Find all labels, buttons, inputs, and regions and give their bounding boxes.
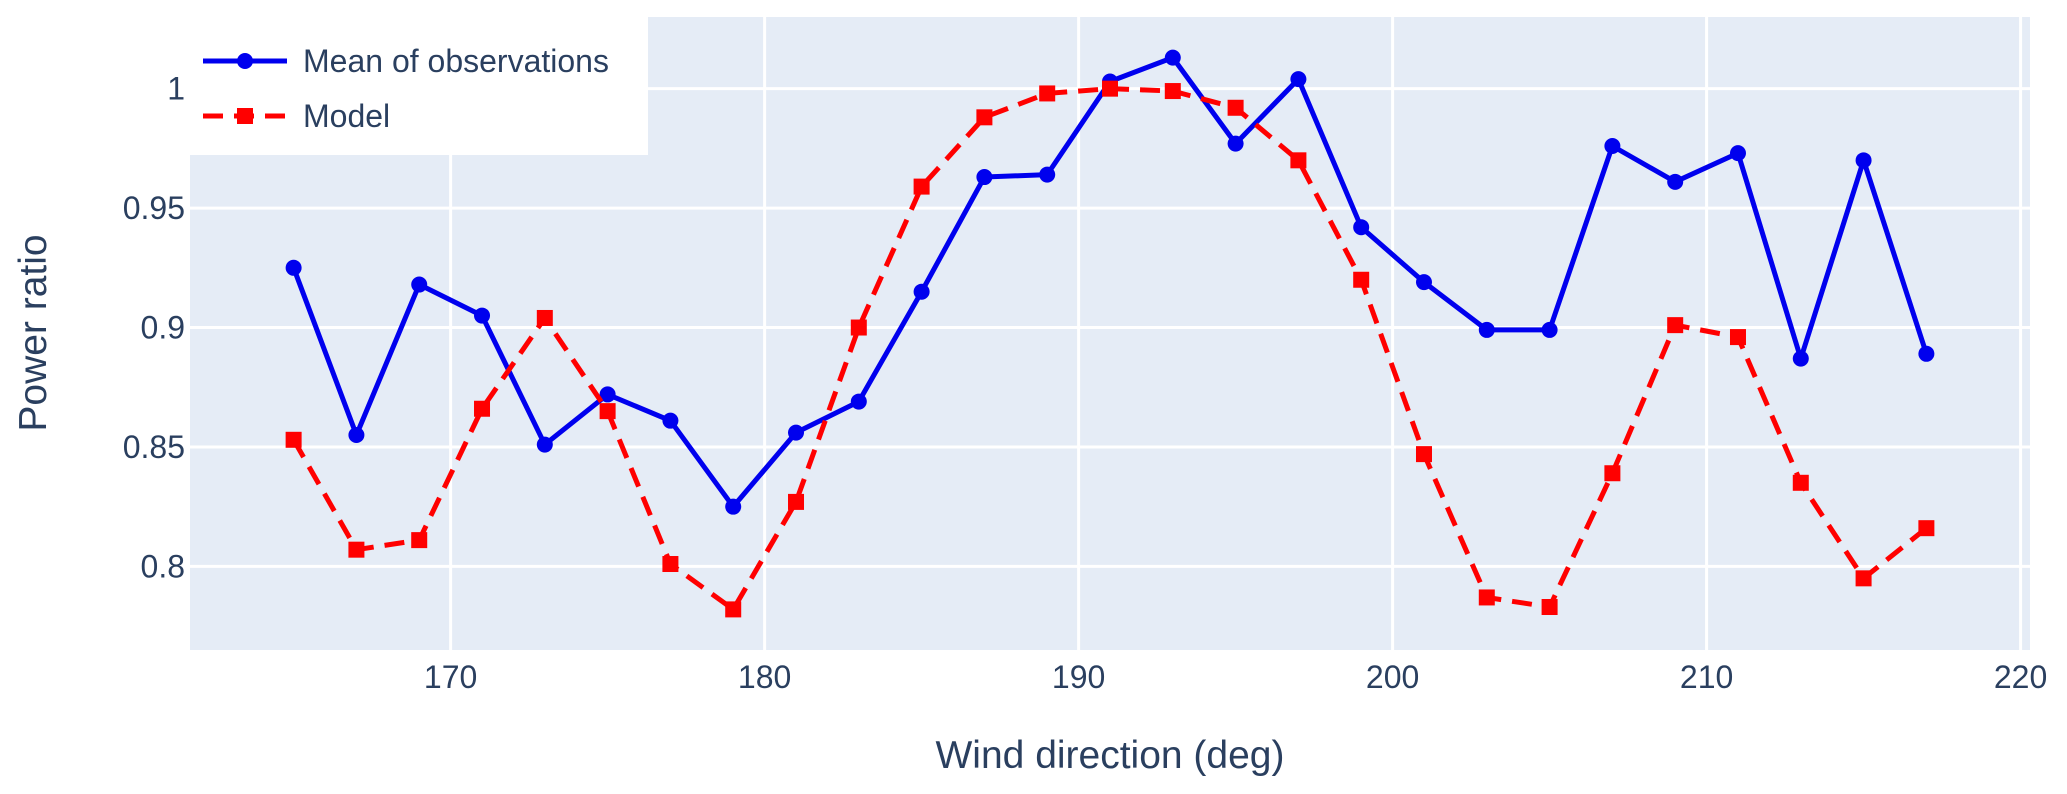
x-axis-title: Wind direction (deg) <box>936 734 1285 777</box>
x-tick-label: 210 <box>1680 659 1733 695</box>
series-group <box>285 49 1935 618</box>
data-point <box>725 601 742 618</box>
data-point <box>913 178 930 195</box>
legend-label: Mean of observations <box>303 43 609 79</box>
data-point <box>913 283 930 300</box>
data-point <box>850 393 867 410</box>
data-point <box>1604 137 1621 154</box>
x-tick-label: 170 <box>424 659 477 695</box>
x-tick-label: 200 <box>1366 659 1419 695</box>
data-point <box>599 386 616 403</box>
data-point <box>474 307 491 324</box>
data-point <box>1667 173 1684 190</box>
data-point <box>1415 274 1432 291</box>
data-point <box>474 400 491 417</box>
data-point <box>1729 329 1746 346</box>
data-point <box>662 412 679 429</box>
data-point <box>1353 271 1370 288</box>
data-point <box>348 427 365 444</box>
data-point <box>788 424 805 441</box>
data-point <box>1227 99 1244 116</box>
x-tick-labels: 170 180 190 200 210 220 <box>424 659 2047 695</box>
y-tick-label: 0.8 <box>141 548 185 584</box>
series-1 <box>285 80 1935 618</box>
data-point <box>285 431 302 448</box>
data-point <box>788 493 805 510</box>
legend-item: Mean of observations <box>203 43 609 79</box>
data-point <box>1541 599 1558 616</box>
data-point <box>1855 570 1872 587</box>
y-tick-labels: 0.8 0.85 0.9 0.95 1 <box>123 71 185 585</box>
data-point <box>1918 345 1935 362</box>
data-point <box>411 276 428 293</box>
data-point <box>1729 145 1746 162</box>
data-point <box>1227 135 1244 152</box>
data-point <box>285 259 302 276</box>
data-point <box>348 541 365 558</box>
legend-marker <box>237 108 253 124</box>
x-tick-label: 180 <box>738 659 791 695</box>
legend-marker <box>237 53 253 69</box>
y-tick-label: 0.95 <box>123 190 185 226</box>
data-point <box>976 109 993 126</box>
x-tick-label: 190 <box>1052 659 1105 695</box>
legend-label: Model <box>303 98 390 134</box>
data-point <box>1039 166 1056 183</box>
data-point <box>1792 350 1809 367</box>
y-tick-label: 0.9 <box>141 310 185 346</box>
data-point <box>1918 520 1935 537</box>
y-axis-title: Power ratio <box>12 234 55 431</box>
data-point <box>599 403 616 420</box>
data-point <box>536 309 553 326</box>
data-point <box>1102 80 1118 97</box>
legend-item: Model <box>203 98 390 134</box>
data-point <box>1039 85 1056 102</box>
legend: Mean of observations Model <box>190 17 648 155</box>
data-point <box>1667 317 1684 334</box>
data-point <box>1478 321 1495 338</box>
data-point <box>850 319 867 336</box>
data-point <box>1792 474 1809 491</box>
data-point <box>1164 83 1181 100</box>
data-point <box>725 498 742 515</box>
data-point <box>1353 219 1370 236</box>
data-point <box>1541 321 1558 338</box>
x-tick-label: 220 <box>1994 659 2047 695</box>
legend-box <box>190 17 648 155</box>
data-point <box>662 556 679 573</box>
data-point <box>1164 49 1181 66</box>
data-point <box>1415 446 1432 463</box>
data-point <box>976 169 993 186</box>
y-tick-label: 0.85 <box>123 429 185 465</box>
data-point <box>1855 152 1872 169</box>
y-tick-label: 1 <box>167 71 185 107</box>
data-point <box>1290 152 1307 169</box>
data-point <box>411 532 428 549</box>
data-point <box>536 436 553 453</box>
data-point <box>1290 71 1307 88</box>
data-point <box>1478 589 1495 606</box>
data-point <box>1604 465 1621 482</box>
